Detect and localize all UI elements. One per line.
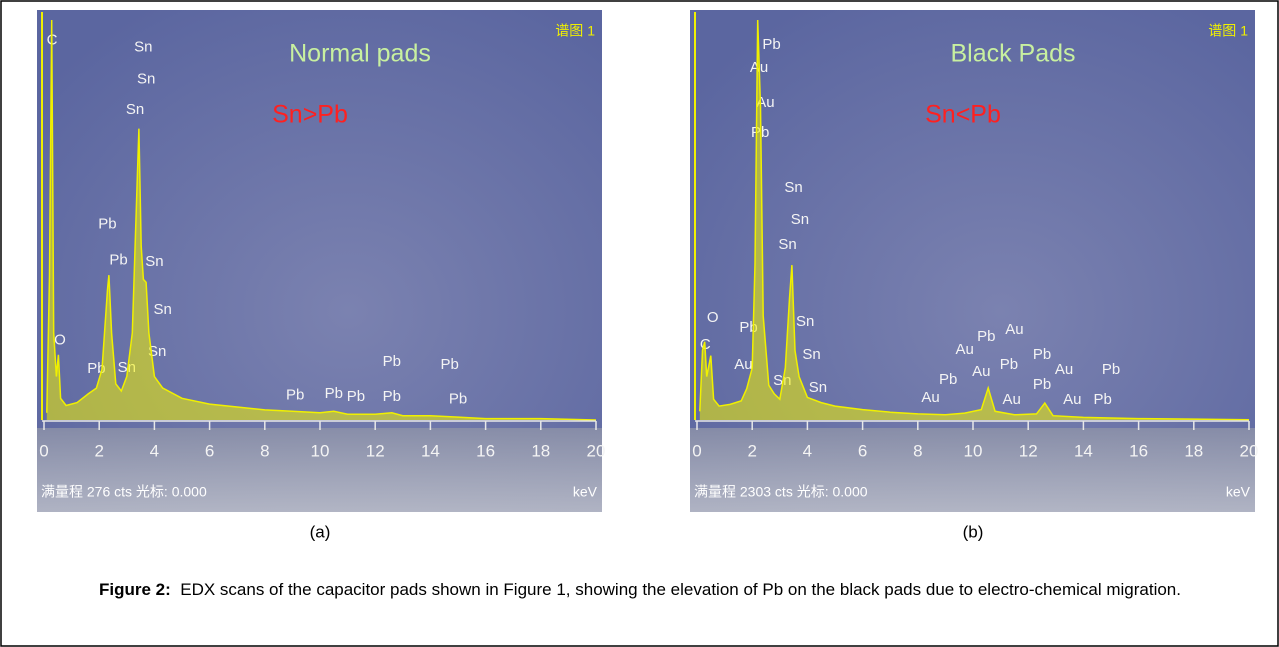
peak-label: Pb xyxy=(347,388,365,405)
peak-label: Pb xyxy=(109,252,127,269)
panel-title: Black Pads xyxy=(950,40,1075,68)
x-tick-label: 0 xyxy=(692,441,701,460)
x-tick-label: 14 xyxy=(1074,441,1093,460)
peak-label: Pb xyxy=(762,36,780,53)
panel-footer: 满量程 2303 cts 光标: 0.000 xyxy=(694,484,868,500)
peak-label: Sn xyxy=(796,313,814,330)
peak-label: Sn xyxy=(802,346,820,363)
peak-label: Pb xyxy=(383,353,401,370)
panel-label: (b) xyxy=(963,522,984,541)
figure: Normal padsSn>Pb谱图 1CSnSnSnPbPbSnSnSnOPb… xyxy=(0,0,1279,647)
corner-label: 谱图 1 xyxy=(1208,23,1248,39)
peak-label: Sn xyxy=(154,301,172,318)
peak-label: O xyxy=(707,309,719,326)
peak-label: Au xyxy=(921,389,939,406)
x-tick-label: 12 xyxy=(366,441,385,460)
x-tick-label: 2 xyxy=(94,441,103,460)
caption: Figure 2: EDX scans of the capacitor pad… xyxy=(40,578,1240,601)
x-tick-label: 6 xyxy=(858,441,867,460)
peak-label: Pb xyxy=(1102,361,1120,378)
panel-label: (a) xyxy=(310,522,331,541)
peak-label: Sn xyxy=(791,211,809,228)
peak-label: Pb xyxy=(449,391,467,408)
peak-label: Pb xyxy=(98,215,116,232)
peak-label: Pb xyxy=(1033,346,1051,363)
x-tick-label: 10 xyxy=(964,441,983,460)
corner-label: 谱图 1 xyxy=(555,23,595,39)
panel-footer: 满量程 276 cts 光标: 0.000 xyxy=(41,484,207,500)
peak-label: Pb xyxy=(1033,376,1051,393)
peak-label: Sn xyxy=(134,39,152,56)
peak-label: Pb xyxy=(441,356,459,373)
panel-title: Normal pads xyxy=(289,40,431,68)
peak-label: Sn xyxy=(145,253,163,270)
chart: Normal padsSn>Pb谱图 1CSnSnSnPbPbSnSnSnOPb… xyxy=(0,0,1279,647)
caption-label: Figure 2: xyxy=(99,580,171,599)
peak-label: Au xyxy=(734,356,752,373)
x-tick-label: 6 xyxy=(205,441,214,460)
peak-label: Au xyxy=(972,363,990,380)
panel-subtitle: Sn<Pb xyxy=(925,101,1001,129)
peak-label: Au xyxy=(1005,321,1023,338)
peak-label: Au xyxy=(956,341,974,358)
x-tick-label: 20 xyxy=(1240,441,1259,460)
peak-label: Pb xyxy=(1094,391,1112,408)
peak-label: Au xyxy=(1055,361,1073,378)
x-tick-label: 4 xyxy=(803,441,812,460)
peak-label: Pb xyxy=(1000,356,1018,373)
x-tick-label: 10 xyxy=(311,441,330,460)
peak-label: O xyxy=(54,331,66,348)
x-tick-label: 12 xyxy=(1019,441,1038,460)
x-tick-label: 0 xyxy=(39,441,48,460)
x-tick-label: 16 xyxy=(1129,441,1148,460)
x-tick-label: 16 xyxy=(476,441,495,460)
x-tick-label: 8 xyxy=(913,441,922,460)
x-tick-label: 18 xyxy=(531,441,550,460)
x-tick-label: 8 xyxy=(260,441,269,460)
x-tick-label: 14 xyxy=(421,441,440,460)
peak-label: Sn xyxy=(126,101,144,118)
peak-label: Au xyxy=(1002,391,1020,408)
x-axis-label: keV xyxy=(1226,484,1251,500)
peak-label: Sn xyxy=(809,379,827,396)
peak-label: Sn xyxy=(784,179,802,196)
peak-label: Pb xyxy=(286,386,304,403)
x-tick-label: 18 xyxy=(1184,441,1203,460)
panel-subtitle: Sn>Pb xyxy=(272,101,348,129)
x-tick-label: 4 xyxy=(150,441,159,460)
peak-label: Sn xyxy=(137,70,155,87)
peak-label: Pb xyxy=(977,328,995,345)
caption-text: EDX scans of the capacitor pads shown in… xyxy=(180,580,1181,599)
x-tick-label: 2 xyxy=(747,441,756,460)
peak-label: Pb xyxy=(939,371,957,388)
peak-label: Sn xyxy=(778,236,796,253)
peak-label: Pb xyxy=(383,388,401,405)
x-tick-label: 20 xyxy=(587,441,606,460)
peak-label: Pb xyxy=(325,385,343,402)
peak-label: Au xyxy=(1063,391,1081,408)
x-axis-label: keV xyxy=(573,484,598,500)
